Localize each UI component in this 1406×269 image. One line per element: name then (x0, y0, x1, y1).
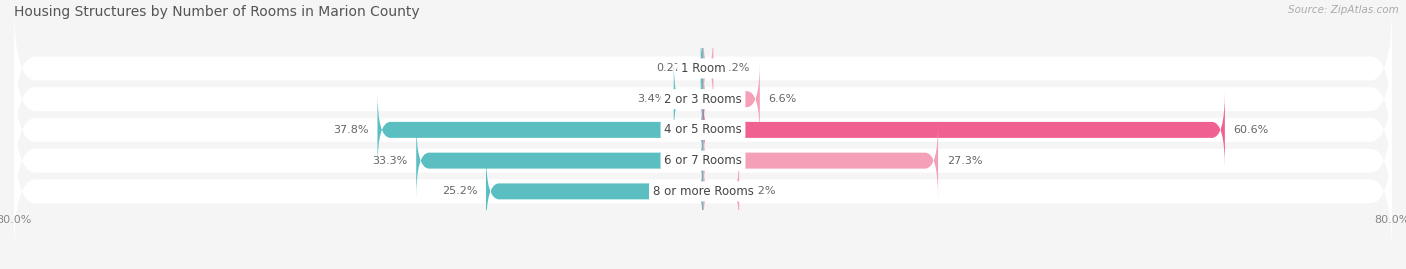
Text: 4 or 5 Rooms: 4 or 5 Rooms (664, 123, 742, 136)
Text: 1.2%: 1.2% (721, 63, 751, 73)
FancyBboxPatch shape (690, 30, 714, 107)
Text: 4.2%: 4.2% (748, 186, 776, 196)
FancyBboxPatch shape (703, 153, 740, 229)
FancyBboxPatch shape (14, 96, 1392, 225)
Text: 6.6%: 6.6% (769, 94, 797, 104)
FancyBboxPatch shape (416, 122, 703, 199)
Text: 37.8%: 37.8% (333, 125, 368, 135)
FancyBboxPatch shape (703, 61, 759, 137)
Text: 0.27%: 0.27% (657, 63, 692, 73)
FancyBboxPatch shape (14, 34, 1392, 164)
FancyBboxPatch shape (14, 3, 1392, 133)
Text: 8 or more Rooms: 8 or more Rooms (652, 185, 754, 198)
Text: 3.4%: 3.4% (637, 94, 665, 104)
Text: 27.3%: 27.3% (946, 156, 983, 166)
Text: 6 or 7 Rooms: 6 or 7 Rooms (664, 154, 742, 167)
Text: Source: ZipAtlas.com: Source: ZipAtlas.com (1288, 5, 1399, 15)
Text: 60.6%: 60.6% (1233, 125, 1268, 135)
Text: 1 Room: 1 Room (681, 62, 725, 75)
FancyBboxPatch shape (14, 126, 1392, 256)
Text: 2 or 3 Rooms: 2 or 3 Rooms (664, 93, 742, 106)
FancyBboxPatch shape (700, 30, 716, 107)
FancyBboxPatch shape (673, 61, 703, 137)
Text: 25.2%: 25.2% (441, 186, 478, 196)
Text: 33.3%: 33.3% (373, 156, 408, 166)
FancyBboxPatch shape (486, 153, 703, 229)
FancyBboxPatch shape (377, 92, 703, 168)
FancyBboxPatch shape (14, 65, 1392, 195)
FancyBboxPatch shape (703, 92, 1225, 168)
Text: Housing Structures by Number of Rooms in Marion County: Housing Structures by Number of Rooms in… (14, 5, 419, 19)
FancyBboxPatch shape (703, 122, 938, 199)
